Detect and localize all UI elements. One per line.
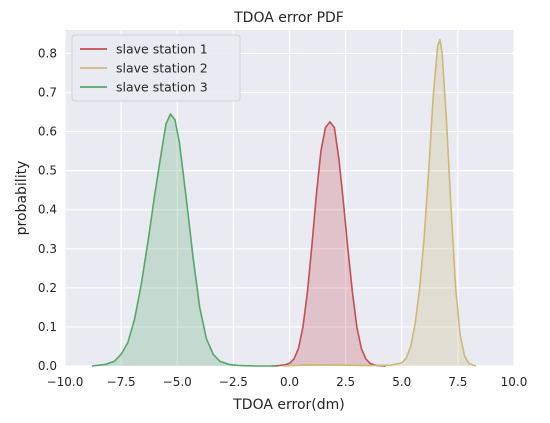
x-tick-labels: −10.0 −7.5 −5.0 −2.5 0.0 2.5 5.0 7.5 10.0 <box>47 375 528 389</box>
x-tick-label: −7.5 <box>107 375 136 389</box>
series-area-2 <box>282 39 476 367</box>
series-area-3 <box>91 114 279 366</box>
y-tick-label: 0.3 <box>38 242 57 256</box>
y-tick-label: 0.2 <box>38 281 57 295</box>
y-tick-label: 0.1 <box>38 320 57 334</box>
series-line-3 <box>91 113 279 367</box>
x-tick-label: 7.5 <box>448 375 467 389</box>
y-tick-labels: 0.0 0.1 0.2 0.3 0.4 0.5 0.6 0.7 0.8 <box>38 46 57 373</box>
series-line-2 <box>282 38 477 367</box>
x-tick-label: 5.0 <box>392 375 411 389</box>
series-line-1 <box>271 121 387 367</box>
legend-label-1: slave station 1 <box>116 42 208 57</box>
legend-box <box>71 34 241 102</box>
x-tick-label: −10.0 <box>47 375 84 389</box>
legend: slave station 1 slave station 2 slave stat… <box>71 34 241 102</box>
x-tick-label: −5.0 <box>163 375 192 389</box>
y-tick-label: 0.8 <box>38 46 57 60</box>
legend-label-3: slave station 3 <box>116 80 208 95</box>
legend-label-2: slave station 2 <box>116 61 208 76</box>
y-tick-label: 0.0 <box>38 359 57 373</box>
y-tick-label: 0.7 <box>38 86 57 100</box>
y-tick-label: 0.4 <box>38 203 57 217</box>
series-area-1 <box>271 121 387 366</box>
series-areas <box>91 39 476 367</box>
x-tick-label: 0.0 <box>280 375 299 389</box>
chart-title: TDOA error PDF <box>233 10 344 26</box>
x-axis-label: TDOA error(dm) <box>232 397 344 413</box>
y-axis-label: probability <box>14 161 30 236</box>
x-tick-label: 10.0 <box>501 375 528 389</box>
x-tick-label: 2.5 <box>336 375 355 389</box>
x-tick-label: −2.5 <box>219 375 248 389</box>
y-tick-label: 0.6 <box>38 125 57 139</box>
series-lines <box>91 38 477 367</box>
y-tick-label: 0.5 <box>38 164 57 178</box>
